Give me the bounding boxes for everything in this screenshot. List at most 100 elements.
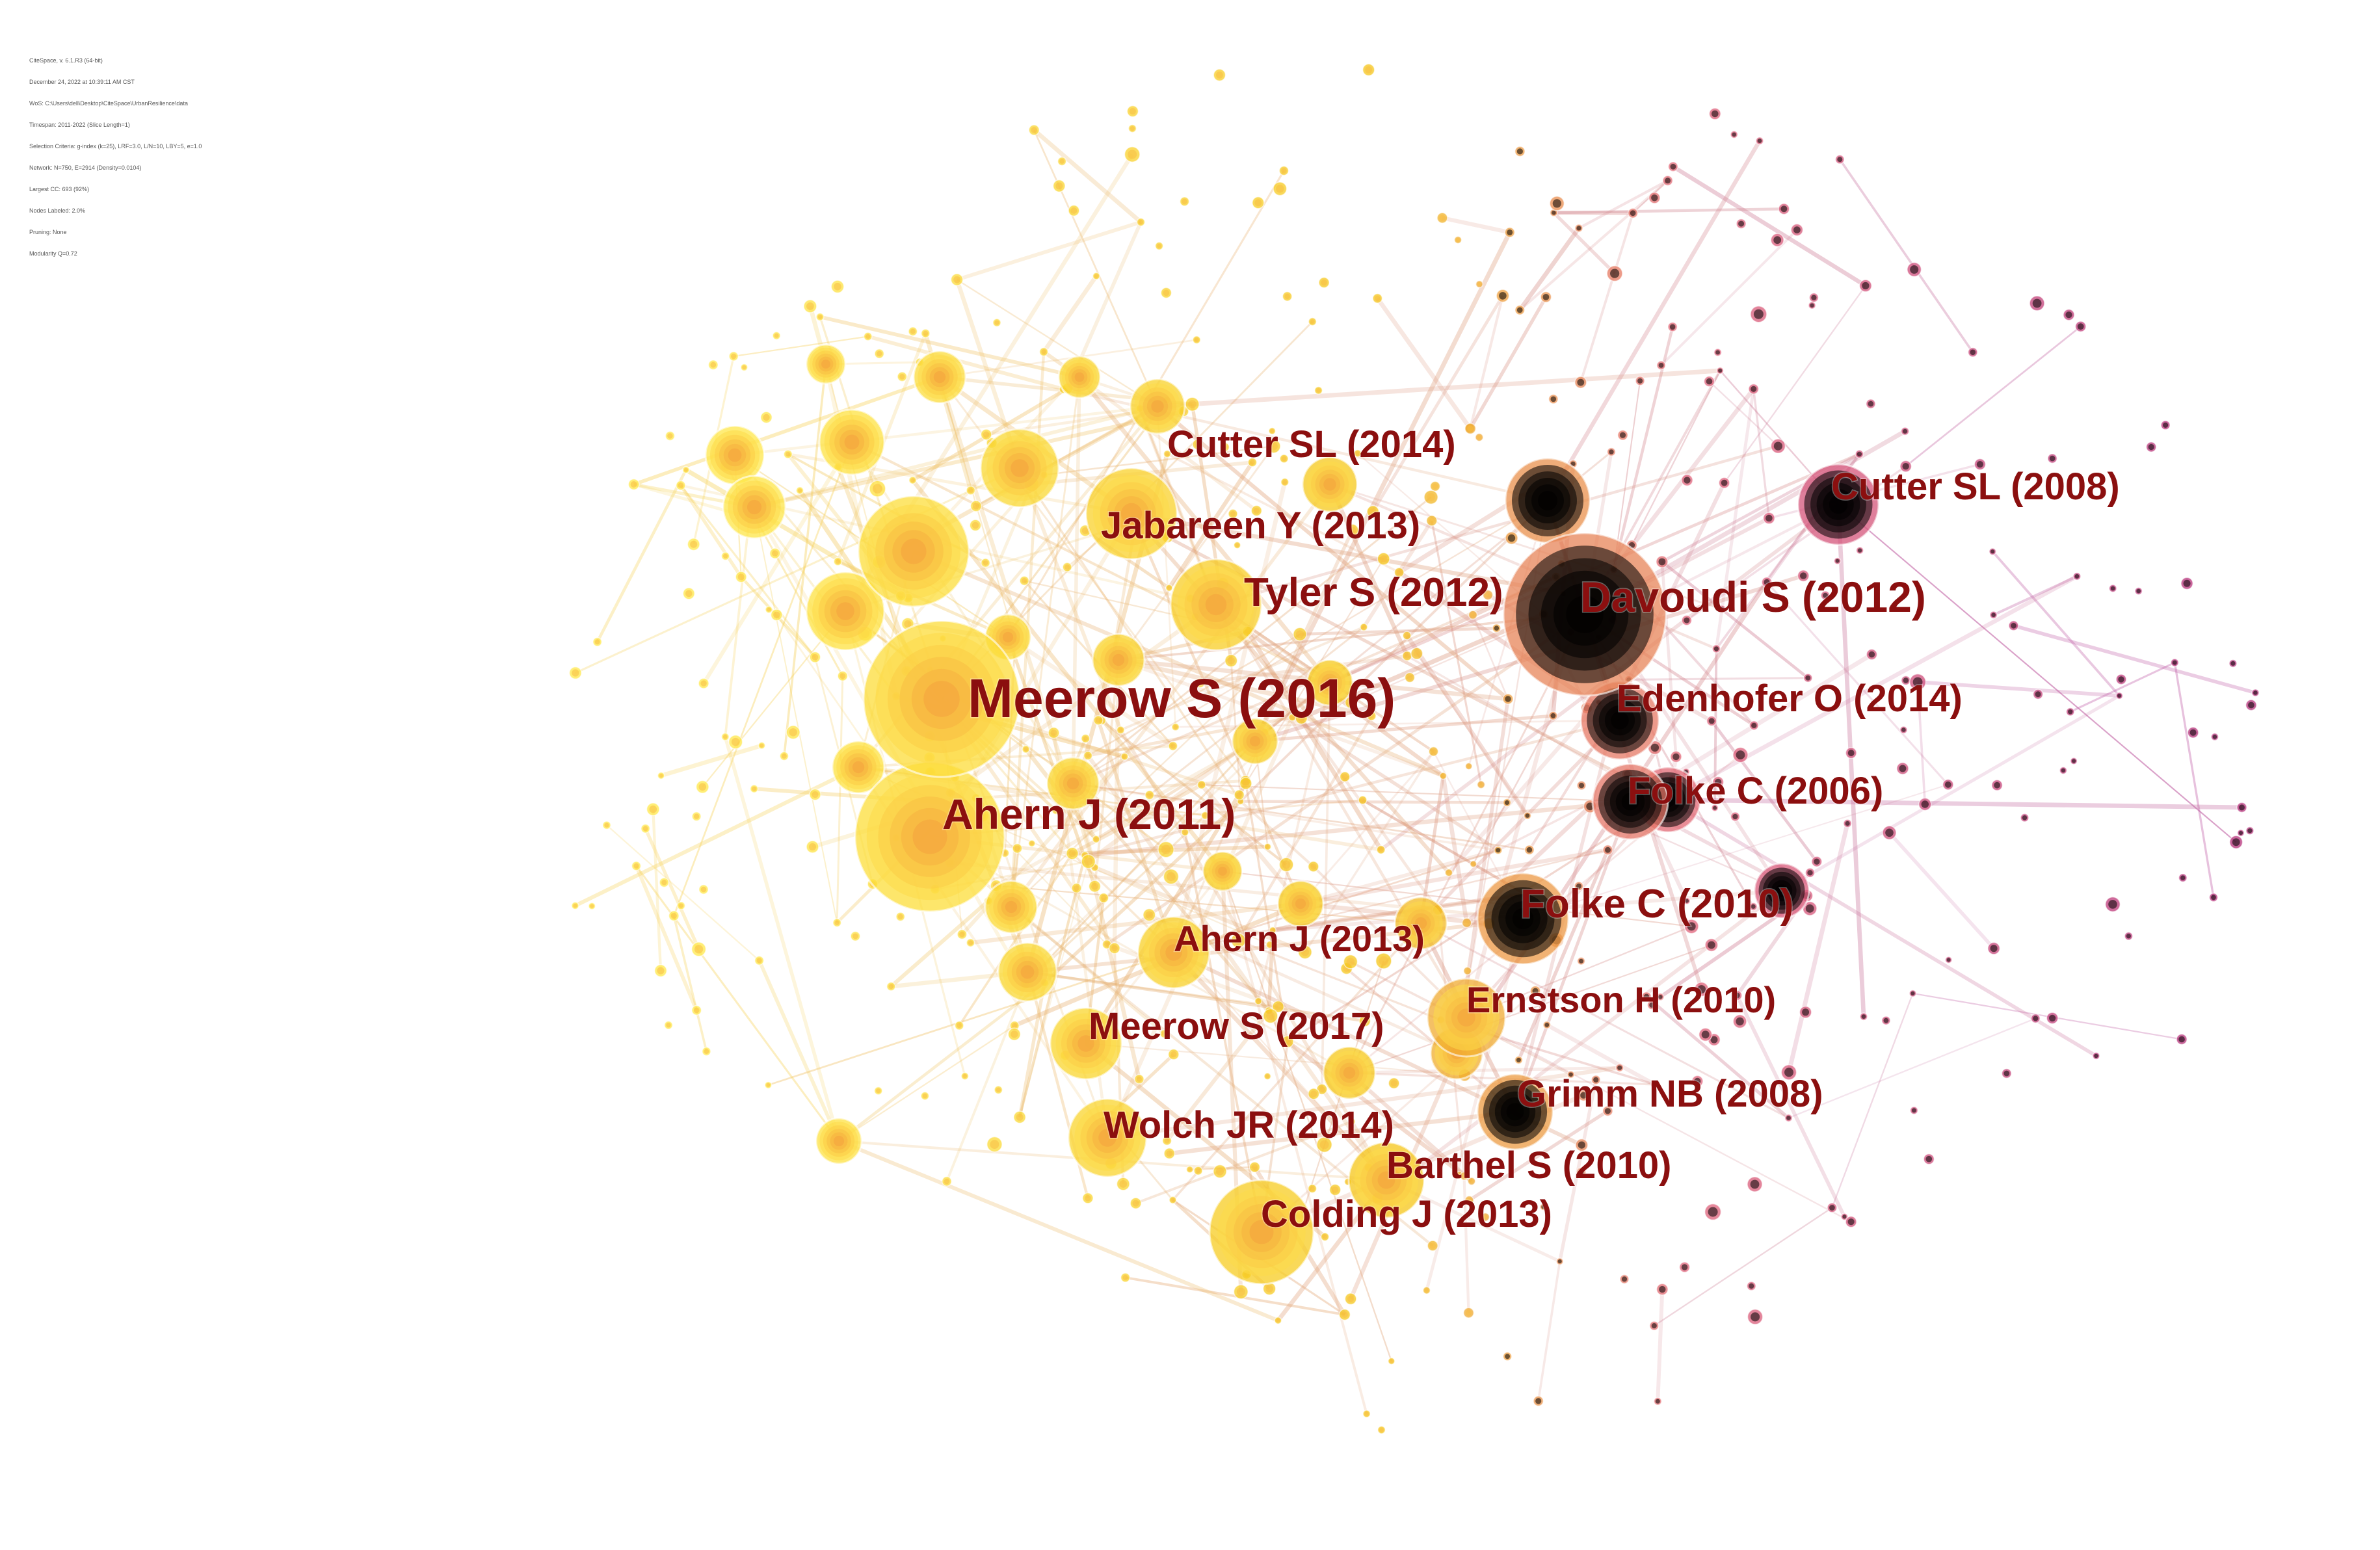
network-edge bbox=[1018, 467, 1242, 802]
network-node bbox=[809, 788, 821, 801]
network-edge bbox=[1654, 1207, 1833, 1327]
node-ring bbox=[1990, 945, 1998, 952]
node-ring bbox=[1773, 236, 1782, 244]
network-node bbox=[1683, 897, 1691, 905]
network-edge bbox=[819, 315, 1080, 379]
network-node bbox=[1834, 154, 1845, 164]
network-edge bbox=[1009, 483, 1332, 908]
network-node bbox=[966, 938, 975, 947]
network-node bbox=[1427, 1240, 1438, 1252]
network-node bbox=[1051, 806, 1061, 815]
node-ring bbox=[1810, 303, 1814, 308]
network-edge bbox=[1516, 849, 1609, 1061]
node-ring bbox=[1541, 1205, 1546, 1209]
network-node bbox=[1732, 746, 1749, 763]
network-node bbox=[1273, 181, 1288, 196]
network-edge bbox=[1661, 560, 1809, 679]
network-node bbox=[2124, 931, 2134, 941]
network-edge bbox=[2173, 662, 2215, 898]
network-node bbox=[1899, 460, 1912, 473]
node-ring bbox=[1467, 425, 1474, 432]
node-ring bbox=[1681, 1264, 1688, 1270]
node-ring bbox=[1020, 965, 1035, 979]
network-edge bbox=[1672, 164, 1867, 288]
network-node bbox=[1124, 146, 1141, 163]
network-node bbox=[1071, 882, 1082, 894]
node-ring bbox=[1281, 456, 1287, 462]
network-node bbox=[1555, 1257, 1564, 1266]
label-cutter-2014: Cutter SL (2014) bbox=[1167, 423, 1456, 466]
network-node bbox=[1698, 1027, 1713, 1042]
node-ring bbox=[1715, 350, 1721, 355]
network-node bbox=[1372, 293, 1383, 304]
node-ring bbox=[2061, 768, 2066, 773]
meta-line: Modularity Q=0.72 bbox=[29, 250, 77, 257]
node-ring bbox=[1068, 850, 1076, 858]
node-ring bbox=[1167, 872, 1176, 882]
node-ring bbox=[877, 350, 882, 357]
network-node bbox=[1213, 1164, 1227, 1179]
node-ring bbox=[590, 904, 594, 908]
network-edge bbox=[1025, 748, 1185, 833]
node-ring bbox=[1526, 847, 1533, 853]
network-edge bbox=[912, 549, 1444, 778]
node-ring bbox=[1507, 229, 1513, 235]
node-ring bbox=[1429, 518, 1435, 524]
node-ring bbox=[2163, 422, 2169, 428]
node-ring bbox=[1011, 1031, 1018, 1038]
node-ring bbox=[1166, 1150, 1173, 1157]
network-node bbox=[1163, 869, 1180, 885]
network-edge bbox=[1095, 740, 1256, 841]
node-ring bbox=[1532, 988, 1539, 994]
network-edge bbox=[1992, 575, 2078, 616]
node-ring bbox=[840, 673, 846, 679]
network-edge bbox=[1221, 871, 1368, 1415]
network-node bbox=[1502, 1352, 1513, 1361]
network-node bbox=[1318, 276, 1330, 289]
network-edge bbox=[1780, 694, 2121, 893]
node-ring bbox=[1297, 715, 1305, 722]
network-node bbox=[1233, 541, 1241, 549]
node-ring bbox=[1236, 792, 1243, 798]
node-ring bbox=[1457, 1008, 1475, 1027]
network-node bbox=[1410, 647, 1423, 660]
network-node bbox=[728, 351, 739, 361]
network-edge bbox=[1431, 520, 1483, 785]
node-ring bbox=[1455, 237, 1461, 243]
major-node bbox=[1137, 915, 1211, 990]
network-edge bbox=[1018, 982, 1046, 1118]
node-ring bbox=[923, 681, 960, 717]
node-ring bbox=[1751, 904, 1756, 909]
node-ring bbox=[968, 488, 973, 493]
node-ring bbox=[1242, 780, 1250, 787]
label-cutter-2008: Cutter SL (2008) bbox=[1831, 466, 2120, 508]
network-edge bbox=[1441, 775, 1469, 923]
label-layer: Meerow S (2016) Ahern J (2011) Davoudi S… bbox=[942, 423, 2121, 1237]
network-node bbox=[1068, 204, 1080, 217]
node-ring bbox=[1319, 1086, 1325, 1093]
network-node bbox=[1019, 575, 1029, 586]
network-node bbox=[895, 912, 906, 922]
node-ring bbox=[1665, 177, 1671, 184]
network-node bbox=[1646, 1000, 1657, 1010]
node-ring bbox=[833, 1135, 845, 1147]
major-node bbox=[1276, 880, 1325, 928]
network-node bbox=[1250, 505, 1263, 517]
network-node bbox=[1656, 1283, 1669, 1296]
network-node bbox=[954, 1021, 964, 1031]
network-node bbox=[1991, 779, 2003, 791]
node-ring bbox=[1360, 797, 1366, 803]
label-ernstson-2010: Ernstson H (2010) bbox=[1466, 979, 1776, 1020]
node-ring bbox=[873, 484, 882, 494]
network-edge bbox=[1112, 659, 1121, 949]
node-ring bbox=[990, 1140, 999, 1149]
network-edge bbox=[754, 506, 838, 923]
node-ring bbox=[901, 538, 927, 564]
node-ring bbox=[1295, 898, 1306, 910]
node-ring bbox=[1275, 1003, 1282, 1010]
node-ring bbox=[2172, 660, 2177, 665]
node-ring bbox=[1609, 449, 1614, 454]
node-ring bbox=[1837, 157, 1843, 163]
node-ring bbox=[1593, 1077, 1599, 1083]
node-ring bbox=[1605, 847, 1611, 853]
